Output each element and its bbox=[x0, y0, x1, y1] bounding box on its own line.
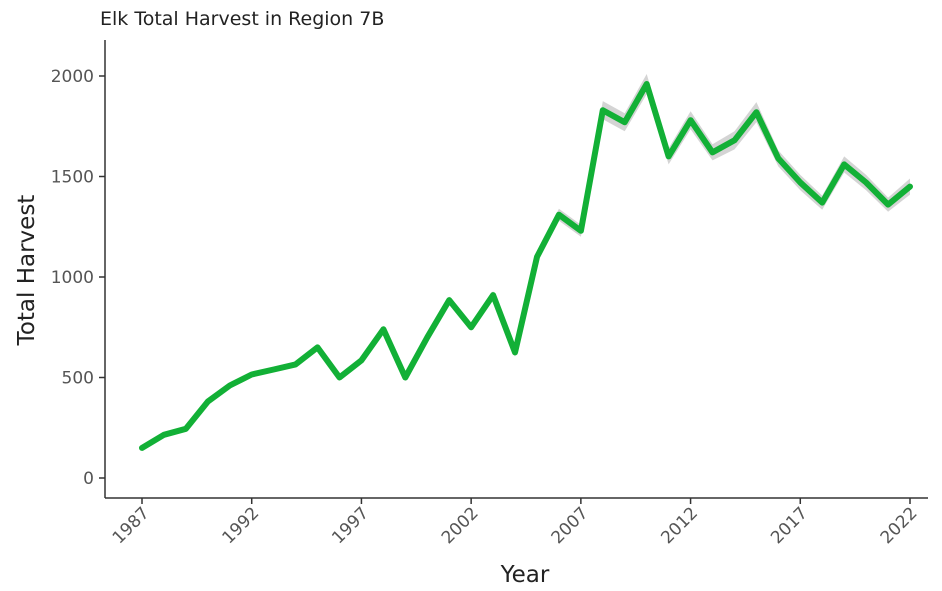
data-point bbox=[271, 367, 276, 372]
data-point bbox=[359, 358, 364, 363]
y-tick-label: 0 bbox=[83, 469, 94, 489]
data-point bbox=[578, 228, 583, 233]
data-point bbox=[732, 138, 737, 143]
data-point bbox=[842, 162, 847, 167]
data-point bbox=[688, 118, 693, 123]
data-point bbox=[556, 212, 561, 217]
y-tick-label: 500 bbox=[62, 369, 94, 389]
x-tick-label: 2012 bbox=[657, 503, 702, 548]
data-point bbox=[908, 184, 912, 189]
data-point bbox=[403, 375, 408, 380]
data-point bbox=[337, 375, 342, 380]
x-tick-label: 2007 bbox=[548, 503, 593, 548]
data-point bbox=[315, 345, 320, 350]
data-point bbox=[754, 110, 759, 115]
data-point bbox=[776, 156, 781, 161]
y-tick-label: 1500 bbox=[51, 168, 94, 188]
y-axis-label: Total Harvest bbox=[14, 195, 40, 347]
y-tick-label: 2000 bbox=[51, 67, 94, 87]
data-point bbox=[161, 432, 166, 437]
data-point bbox=[425, 335, 430, 340]
x-tick-label: 1997 bbox=[328, 503, 373, 548]
data-point bbox=[798, 180, 803, 185]
x-tick-label: 1992 bbox=[219, 503, 264, 548]
series-line-layer bbox=[139, 81, 913, 451]
x-tick-label: 2022 bbox=[877, 503, 922, 548]
data-point bbox=[227, 383, 232, 388]
data-point bbox=[820, 200, 825, 205]
data-point bbox=[140, 445, 144, 450]
data-point bbox=[622, 120, 627, 125]
data-point bbox=[381, 327, 386, 332]
data-point bbox=[886, 202, 891, 207]
data-point bbox=[644, 82, 649, 86]
x-tick-label: 1987 bbox=[109, 503, 154, 548]
y-axis-ticks: 0 500 1000 1500 2000 bbox=[51, 67, 105, 489]
x-axis-ticks: 1987 1992 1997 2002 2007 2012 2017 2022 bbox=[109, 498, 922, 548]
data-point bbox=[600, 108, 605, 113]
confidence-band-layer bbox=[142, 74, 910, 450]
data-point bbox=[491, 293, 496, 298]
data-point bbox=[513, 350, 517, 355]
data-point bbox=[249, 372, 254, 377]
x-tick-label: 2017 bbox=[767, 503, 812, 548]
chart-title: Elk Total Harvest in Region 7B bbox=[100, 8, 384, 30]
series-line-total-harvest bbox=[139, 81, 913, 451]
data-point bbox=[864, 180, 869, 185]
data-point bbox=[183, 426, 188, 431]
data-point bbox=[205, 399, 210, 404]
x-tick-label: 2002 bbox=[438, 503, 483, 548]
x-axis-label: Year bbox=[500, 562, 550, 587]
data-point bbox=[469, 325, 474, 330]
data-point bbox=[447, 298, 452, 303]
data-point bbox=[535, 254, 539, 259]
data-point bbox=[666, 154, 671, 159]
data-point bbox=[293, 362, 298, 367]
data-point bbox=[710, 150, 715, 155]
confidence-band bbox=[142, 74, 910, 450]
y-tick-label: 1000 bbox=[51, 268, 94, 288]
